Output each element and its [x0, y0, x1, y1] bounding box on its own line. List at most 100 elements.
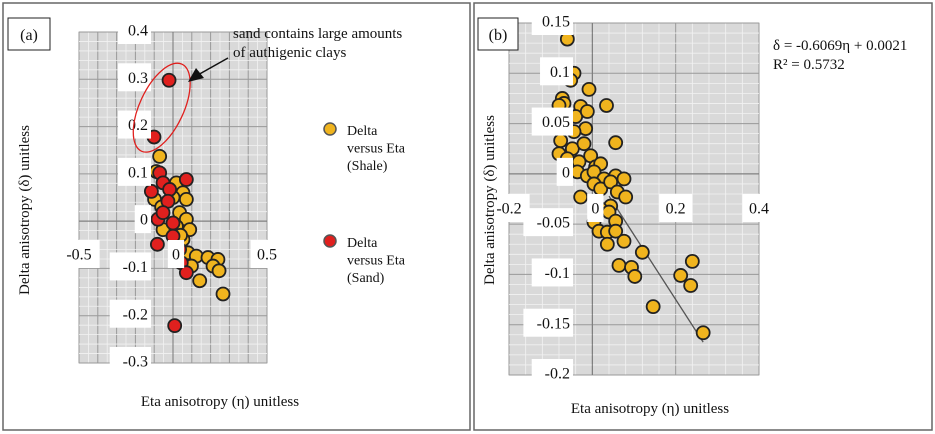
annotation-text: of authigenic clays: [233, 45, 346, 61]
legend-marker-sand: [323, 234, 337, 248]
panel-b-x-tick-label: 0.2: [666, 201, 686, 218]
panel-b-y-tick-label: 0: [562, 164, 570, 181]
panel-a-y-axis-title: Delta anisotropy (δ) unitless: [17, 125, 33, 295]
panel-b-x-tick-label: 0.4: [749, 201, 769, 218]
panel-b-y-tick-label-bg: [531, 107, 573, 136]
panel-a-x-tick-label: -0.5: [66, 247, 91, 264]
panel-b-data-point-: [695, 325, 711, 341]
panel-a-data-point-sand: [165, 215, 181, 231]
panel-b-data-point-: [553, 133, 569, 149]
panel-a-data-point-sand: [143, 183, 159, 199]
legend-label-sand: versus Eta: [347, 254, 406, 269]
panel-b-y-axis-title: Delta anisotropy (δ) unitless: [482, 115, 498, 285]
panel-b-data-point-: [645, 299, 661, 315]
panel-a-y-tick-label: -0.3: [123, 354, 148, 371]
panel-b-data-point-: [573, 189, 589, 205]
panel-b-data-point-: [616, 233, 632, 249]
panel-a-data-point-sand: [162, 182, 178, 197]
panel-b-y-tick-label-bg: [523, 308, 573, 337]
panel-a-y-tick-label: -0.1: [123, 259, 148, 276]
panel-b-y-tick-label-bg: [531, 258, 573, 287]
panel-b-data-point-: [599, 236, 615, 252]
panel-a-y-tick-label-bg: [109, 347, 151, 375]
panel-b-y-tick-label: 0.05: [542, 114, 570, 131]
panel-b-x-tick-label-bg: [488, 194, 530, 222]
legend-label-shale: versus Eta: [347, 142, 406, 157]
panel-b-trendline: [608, 195, 704, 343]
panel-b-x-tick-label-bg: [659, 194, 693, 222]
panel-b-x-tick-label: -0.2: [496, 201, 521, 218]
panel-b-data-point-: [634, 244, 650, 260]
panel-a-data-point-sand: [178, 172, 194, 187]
panel-a-y-tick-label: 0.4: [128, 23, 148, 40]
legend-marker-shale: [323, 122, 337, 136]
panel-b-data-point-: [579, 104, 595, 119]
regression-equation: δ = -0.6069η + 0.0021: [773, 38, 907, 54]
panel-a-label: (a): [20, 27, 38, 44]
panel-a-data-point-shale: [178, 191, 194, 207]
panel-b-data-point-: [608, 223, 624, 239]
panel-a-data-point-sand: [178, 265, 194, 281]
panel-b-data-point-: [627, 269, 643, 284]
panel-a-y-tick-label-bg: [109, 252, 151, 281]
panel-b-y-tick-label-bg: [531, 359, 573, 387]
panel-b-data-point-: [683, 278, 699, 293]
panel-a-data-point-sand: [149, 236, 165, 252]
panel-a-data-point-shale: [152, 148, 168, 164]
panel-a-y-tick-label-bg: [118, 16, 151, 44]
legend-label-shale: (Shale): [347, 159, 388, 174]
panel-a-x-tick-label: 0.5: [257, 247, 277, 264]
panel-b-y-tick-label: -0.1: [545, 265, 570, 282]
panel-b-data-point-: [673, 268, 689, 283]
panel-b-y-tick-label-bg: [531, 7, 573, 35]
panel-a-y-tick-label: 0.3: [128, 70, 148, 87]
legend-label-sand: (Sand): [347, 271, 385, 286]
panel-b-data-point-: [603, 174, 619, 190]
panel-a-label-box: [7, 17, 51, 51]
panel-a-y-tick-label-bg: [134, 205, 151, 234]
r-squared: R² = 0.5732: [773, 57, 845, 73]
panel-b-data-point-: [684, 253, 700, 269]
panel-a-data-point-sand: [161, 72, 177, 88]
panel-a-data-point-sand: [155, 205, 171, 221]
panel-b-y-tick-label: 0.1: [550, 64, 570, 81]
panel-a-y-tick-label: -0.2: [123, 306, 148, 323]
panel-b-y-tick-label-bg: [556, 157, 573, 186]
panel-b-y-tick-label: -0.15: [537, 315, 570, 332]
panel-a-x-tick-label: 0: [172, 247, 180, 264]
panel-a-x-tick-label-bg: [250, 240, 284, 268]
legend-label-sand: Delta: [347, 236, 378, 251]
panel-b-x-tick-label: 0: [591, 201, 599, 218]
panel-b-y-tick-label: -0.05: [537, 215, 570, 232]
panel-a-data-point-shale: [192, 273, 208, 289]
panel-b-data-point-: [608, 135, 624, 151]
panel-a-y-tick-label-bg: [118, 63, 151, 92]
annotation-text: sand contains large amounts: [233, 26, 402, 42]
panel-a-data-point-shale: [215, 286, 231, 302]
panel-a-y-tick-label-bg: [118, 110, 151, 139]
panel-a-y-tick-label: 0: [140, 212, 148, 229]
panel-a-x-tick-label-bg: [167, 240, 185, 268]
panel-b-y-tick-label-bg: [523, 208, 573, 237]
panel-b-y-tick-label: 0.15: [542, 14, 570, 31]
panel-a-y-tick-label-bg: [118, 157, 151, 186]
panel-b-data-point-: [611, 257, 627, 273]
panel-b-data-point-: [599, 98, 614, 113]
panel-a-y-tick-label: 0.1: [128, 164, 148, 181]
panel-b-y-tick-label-bg: [540, 57, 573, 86]
panel-a-data-point-shale: [211, 263, 227, 279]
panel-b-y-tick-label: -0.2: [545, 366, 570, 383]
panel-a-y-tick-label-bg: [109, 299, 151, 328]
panel-b-data-point-: [581, 81, 597, 97]
panel-b-label: (b): [489, 27, 508, 44]
panel-b-data-point-: [616, 171, 632, 187]
panel-b-label-box: [477, 17, 519, 51]
annotation-arrowhead: [188, 68, 204, 82]
annotation-arrow-line: [195, 57, 229, 77]
panel-b-data-point-: [618, 189, 634, 205]
panel-a-x-axis-title: Eta anisotropy (η) unitless: [141, 394, 299, 410]
panel-a-x-tick-label-bg: [58, 240, 100, 268]
panel-b-x-tick-label-bg: [742, 194, 776, 222]
